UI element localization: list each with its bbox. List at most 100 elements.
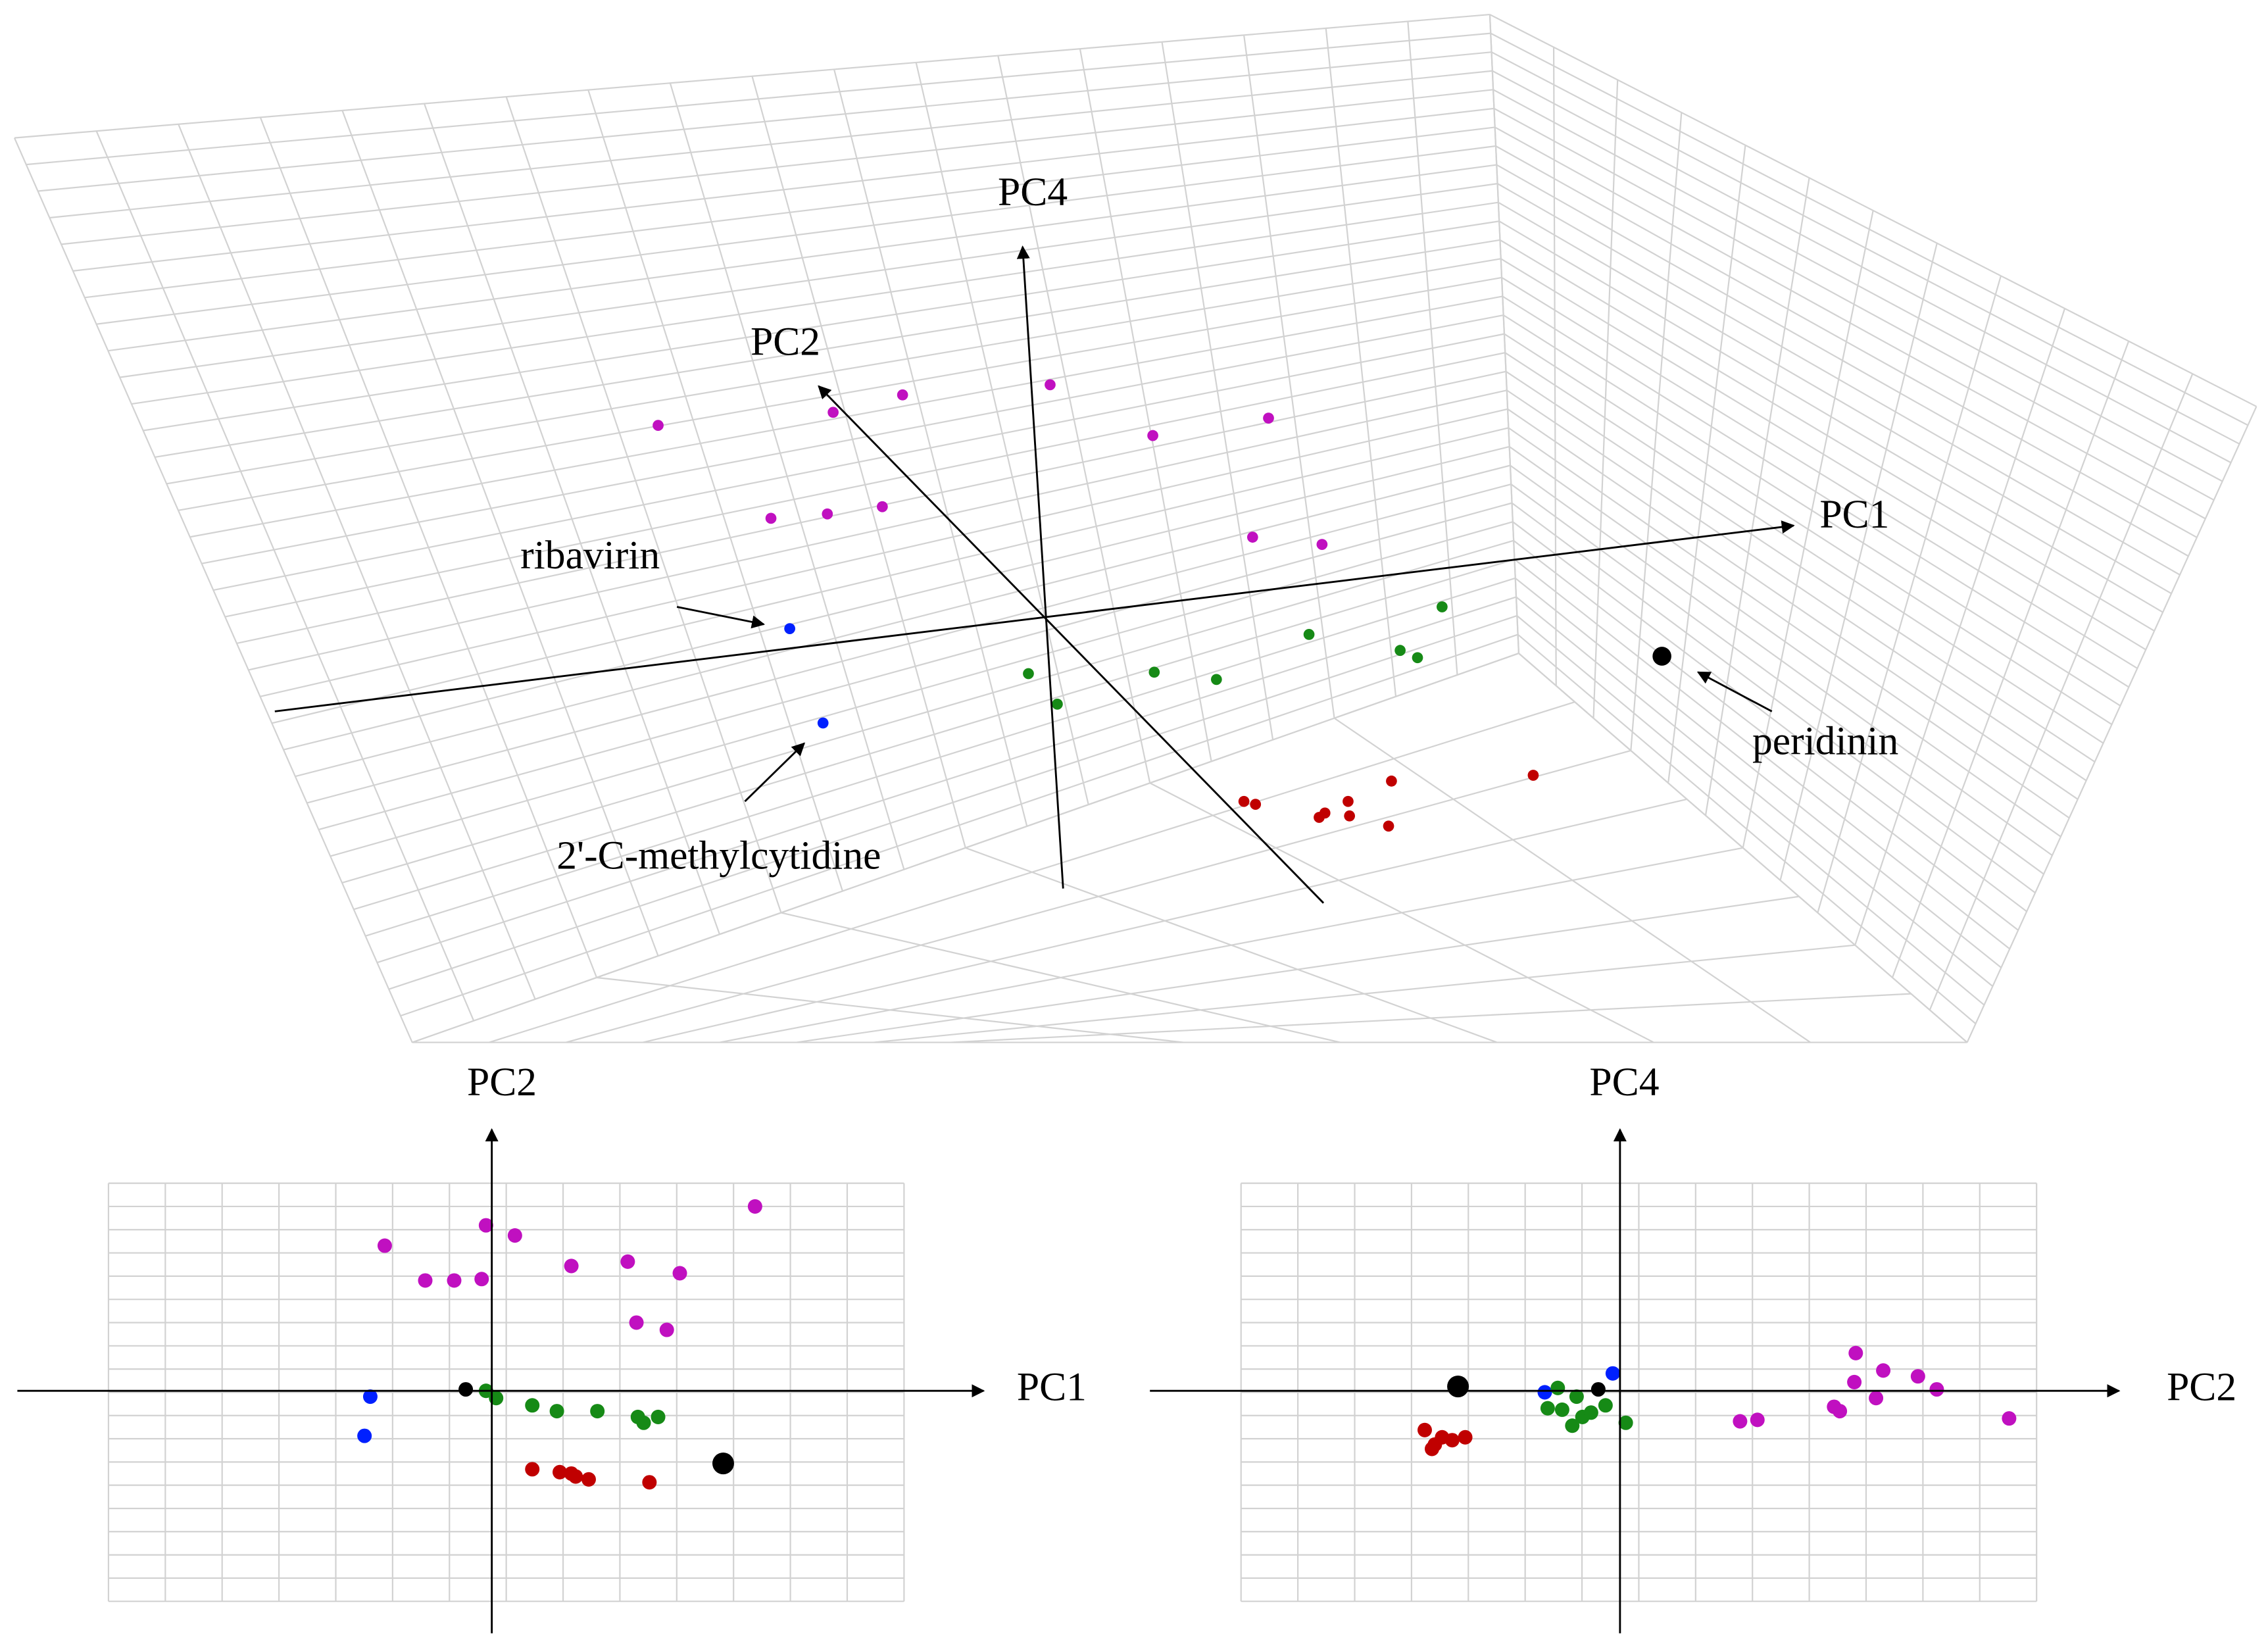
- point: [549, 1404, 564, 1419]
- point: [822, 508, 833, 520]
- point: [636, 1415, 651, 1430]
- point: [564, 1466, 579, 1481]
- point: [897, 389, 908, 401]
- point: [1238, 795, 1250, 807]
- axis-label: PC2: [751, 319, 820, 364]
- axis-label: PC1: [1819, 492, 1889, 537]
- point: [1424, 1441, 1439, 1456]
- grid-line: [1489, 14, 2257, 1043]
- point: [478, 1218, 493, 1233]
- point: [1250, 799, 1262, 810]
- annotation: ribavirin: [520, 533, 660, 578]
- axis-label: PC4: [998, 170, 1068, 214]
- point: [581, 1472, 596, 1487]
- point: [1598, 1398, 1613, 1413]
- point: [1550, 1380, 1565, 1395]
- points: [357, 379, 2017, 1490]
- point: [590, 1404, 605, 1419]
- point: [642, 1475, 657, 1490]
- point: [620, 1254, 635, 1269]
- point: [629, 1315, 644, 1330]
- point: [1540, 1401, 1555, 1416]
- point: [1045, 379, 1056, 391]
- point: [1052, 698, 1063, 710]
- point: [1910, 1369, 1925, 1384]
- point: [1263, 412, 1274, 424]
- point: [1565, 1418, 1580, 1433]
- point: [1833, 1404, 1848, 1419]
- point: [1733, 1414, 1748, 1429]
- point: [1314, 812, 1325, 823]
- point: [447, 1273, 462, 1288]
- point: [1418, 1422, 1432, 1437]
- point: [1750, 1412, 1765, 1428]
- point: [377, 1238, 392, 1253]
- point: [474, 1272, 489, 1287]
- point: [525, 1462, 540, 1477]
- point: [362, 1389, 378, 1405]
- grid-line: [1240, 1182, 2038, 1603]
- point: [1344, 810, 1356, 822]
- point: [1537, 1385, 1552, 1400]
- point: [1437, 601, 1448, 612]
- point: [747, 1199, 762, 1214]
- arrow: [676, 606, 766, 629]
- point: [1444, 1433, 1460, 1448]
- point: [1210, 674, 1222, 685]
- point: [1246, 532, 1258, 543]
- axis-label: PC2: [467, 1060, 537, 1105]
- point: [357, 1428, 372, 1443]
- point: [1605, 1366, 1620, 1381]
- annotation: peridinin: [1752, 718, 1898, 763]
- point: [458, 1381, 474, 1397]
- axis-line: [1016, 245, 1064, 889]
- axis-label: PC2: [2167, 1364, 2236, 1409]
- point: [877, 501, 888, 512]
- axis-line: [818, 385, 1325, 904]
- grid-line: [107, 1182, 905, 1603]
- point: [1343, 795, 1354, 807]
- point: [553, 1464, 567, 1480]
- point: [827, 407, 839, 418]
- point: [1023, 668, 1034, 680]
- point: [659, 1322, 674, 1337]
- point: [1876, 1363, 1891, 1378]
- axis-line: [274, 520, 1795, 712]
- point: [1148, 666, 1160, 678]
- point: [1412, 652, 1423, 664]
- point: [1447, 1376, 1469, 1398]
- point: [1303, 629, 1315, 640]
- point: [712, 1453, 734, 1475]
- axis-label: PC1: [1017, 1364, 1087, 1409]
- point: [2002, 1411, 2017, 1426]
- point: [1147, 430, 1158, 441]
- point: [1869, 1391, 1884, 1406]
- grid-line: [412, 653, 1968, 1043]
- point: [507, 1228, 522, 1243]
- point: [1590, 1381, 1606, 1397]
- point: [1394, 645, 1406, 657]
- point: [1929, 1381, 1944, 1397]
- point: [1527, 770, 1539, 781]
- point: [1847, 1374, 1862, 1389]
- point: [765, 512, 777, 524]
- arrow: [744, 742, 806, 803]
- grid-line: [13, 13, 1520, 1043]
- arrow: [1696, 671, 1773, 712]
- point: [1458, 1430, 1473, 1445]
- point: [1383, 820, 1394, 832]
- point: [525, 1398, 540, 1413]
- point: [1618, 1415, 1633, 1430]
- point: [1316, 539, 1328, 550]
- point: [672, 1266, 687, 1281]
- point: [1569, 1389, 1584, 1405]
- grid: [13, 13, 2257, 1603]
- point: [784, 623, 795, 634]
- axis-label: PC4: [1589, 1060, 1659, 1105]
- point: [418, 1273, 433, 1288]
- point: [1554, 1402, 1569, 1417]
- point: [817, 717, 829, 729]
- point: [653, 420, 664, 432]
- point: [1652, 647, 1671, 666]
